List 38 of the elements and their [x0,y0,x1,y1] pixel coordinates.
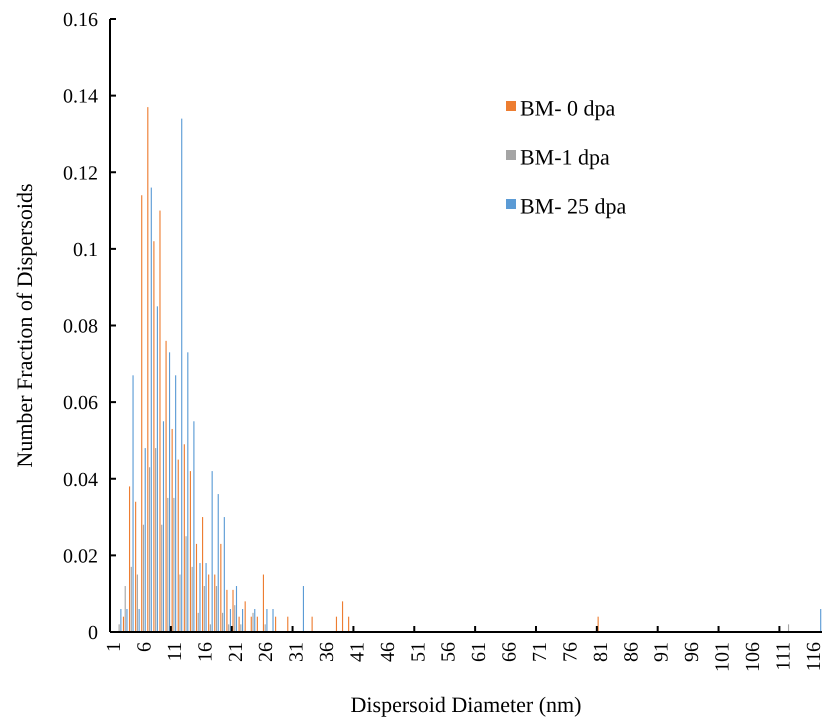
y-axis-title: Number Fraction of Dispersoids [12,183,37,468]
x-tick-label: 21 [224,642,247,662]
x-tick-label: 66 [498,642,521,662]
x-tick-label: 76 [559,642,582,662]
y-tick-label: 0.06 [63,392,98,414]
x-axis-title: Dispersoid Diameter (nm) [350,692,582,717]
x-tick-label: 71 [529,642,552,662]
x-tick-label: 31 [286,642,308,662]
x-tick-label: 86 [620,642,642,662]
y-tick-label: 0.08 [63,316,98,338]
x-tick-label: 81 [590,642,612,662]
x-tick-label: 6 [133,642,156,652]
y-tick-label: 0.16 [63,9,98,31]
x-tick-label: 41 [346,642,368,662]
x-tick-label: 106 [742,642,764,672]
y-tick-label: 0.04 [63,468,98,491]
y-tick-label: 0.14 [63,86,98,108]
x-tick-label: 91 [650,642,673,662]
legend-label: BM-1 dpa [520,144,610,170]
y-tick-label: 0.1 [73,238,98,261]
x-tick-label: 101 [712,642,734,672]
x-tick-label: 11 [164,642,186,662]
x-tick-label: 61 [468,642,490,662]
legend-label: BM- 25 dpa [520,194,627,219]
x-tick-label: 51 [407,642,430,662]
y-tick-label: 0.02 [63,545,98,568]
legend-label: BM- 0 dpa [520,96,616,121]
x-tick-label: 96 [681,642,704,662]
y-tick-label: 0.12 [63,162,98,184]
x-tick-label: 16 [194,642,216,662]
y-tick-label: 0 [88,622,98,644]
x-tick-label: 111 [772,642,794,671]
x-tick-label: 116 [802,642,825,672]
x-tick-label: 1 [103,642,126,652]
x-tick-label: 56 [438,642,460,662]
x-tick-label: 46 [376,642,399,662]
x-tick-label: 26 [255,642,278,662]
x-tick-label: 36 [316,642,338,662]
